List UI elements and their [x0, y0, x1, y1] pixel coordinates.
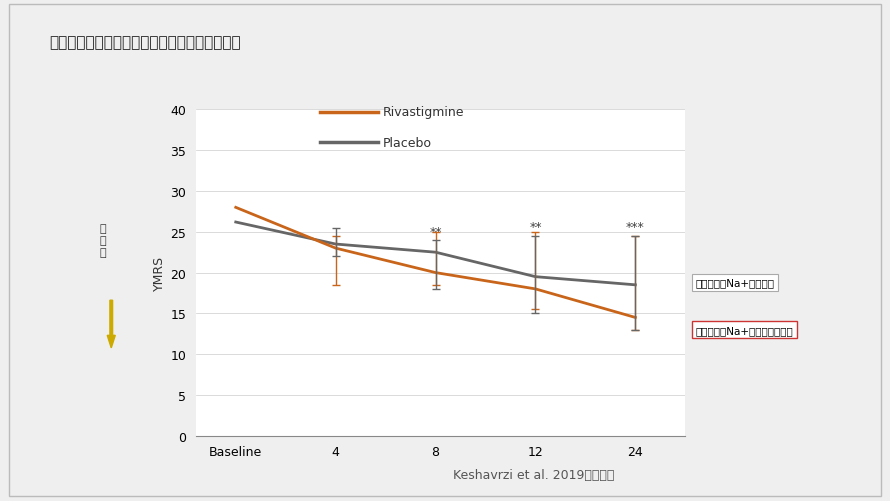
- Text: バルプロ酸Na+プラセボ: バルプロ酸Na+プラセボ: [695, 278, 774, 288]
- Text: Placebo: Placebo: [383, 136, 432, 149]
- Text: Rivastigmine: Rivastigmine: [383, 106, 465, 119]
- Text: 躁
症
状: 躁 症 状: [99, 224, 106, 257]
- Text: バルプロ酸Na+リバスチグミン: バルプロ酸Na+リバスチグミン: [695, 325, 793, 335]
- Text: Keshavrzi et al. 2019より引用: Keshavrzi et al. 2019より引用: [453, 468, 615, 481]
- Text: リバスチグミンの双極性障害躁病相の改善効果: リバスチグミンの双極性障害躁病相の改善効果: [49, 35, 240, 50]
- Text: **: **: [429, 225, 441, 238]
- Y-axis label: YMRS: YMRS: [153, 256, 166, 291]
- Text: **: **: [530, 221, 542, 234]
- Text: ***: ***: [626, 221, 644, 234]
